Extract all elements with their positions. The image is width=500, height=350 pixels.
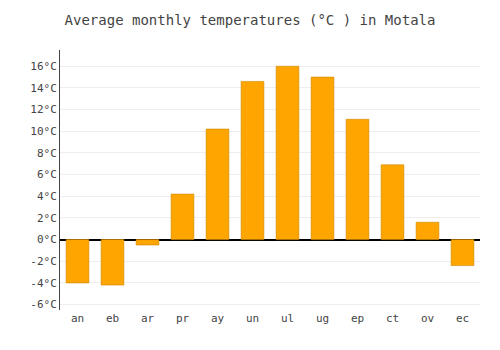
svg-text:eb: eb <box>106 312 119 325</box>
svg-text:un: un <box>246 312 259 325</box>
svg-text:4°C: 4°C <box>37 190 57 203</box>
svg-text:ov: ov <box>421 312 435 325</box>
svg-text:10°C: 10°C <box>30 125 57 138</box>
svg-text:Average monthly temperatures (: Average monthly temperatures (°C ) in Mo… <box>65 12 436 28</box>
svg-text:-2°C: -2°C <box>30 255 57 268</box>
svg-text:16°C: 16°C <box>30 60 57 73</box>
svg-text:ec: ec <box>456 312 469 325</box>
svg-text:ar: ar <box>141 312 155 325</box>
svg-text:ul: ul <box>281 312 294 325</box>
svg-text:ug: ug <box>316 312 329 325</box>
svg-text:pr: pr <box>176 312 190 325</box>
svg-text:12°C: 12°C <box>30 103 57 116</box>
svg-text:ct: ct <box>386 312 399 325</box>
svg-text:an: an <box>71 312 84 325</box>
svg-text:14°C: 14°C <box>30 82 57 95</box>
svg-text:ep: ep <box>351 312 364 325</box>
svg-text:-4°C: -4°C <box>30 277 57 290</box>
svg-text:2°C: 2°C <box>37 212 57 225</box>
svg-text:-6°C: -6°C <box>30 298 57 311</box>
svg-text:8°C: 8°C <box>37 147 57 160</box>
svg-text:6°C: 6°C <box>37 168 57 181</box>
svg-text:0°C: 0°C <box>37 233 57 246</box>
svg-text:ay: ay <box>211 312 225 325</box>
